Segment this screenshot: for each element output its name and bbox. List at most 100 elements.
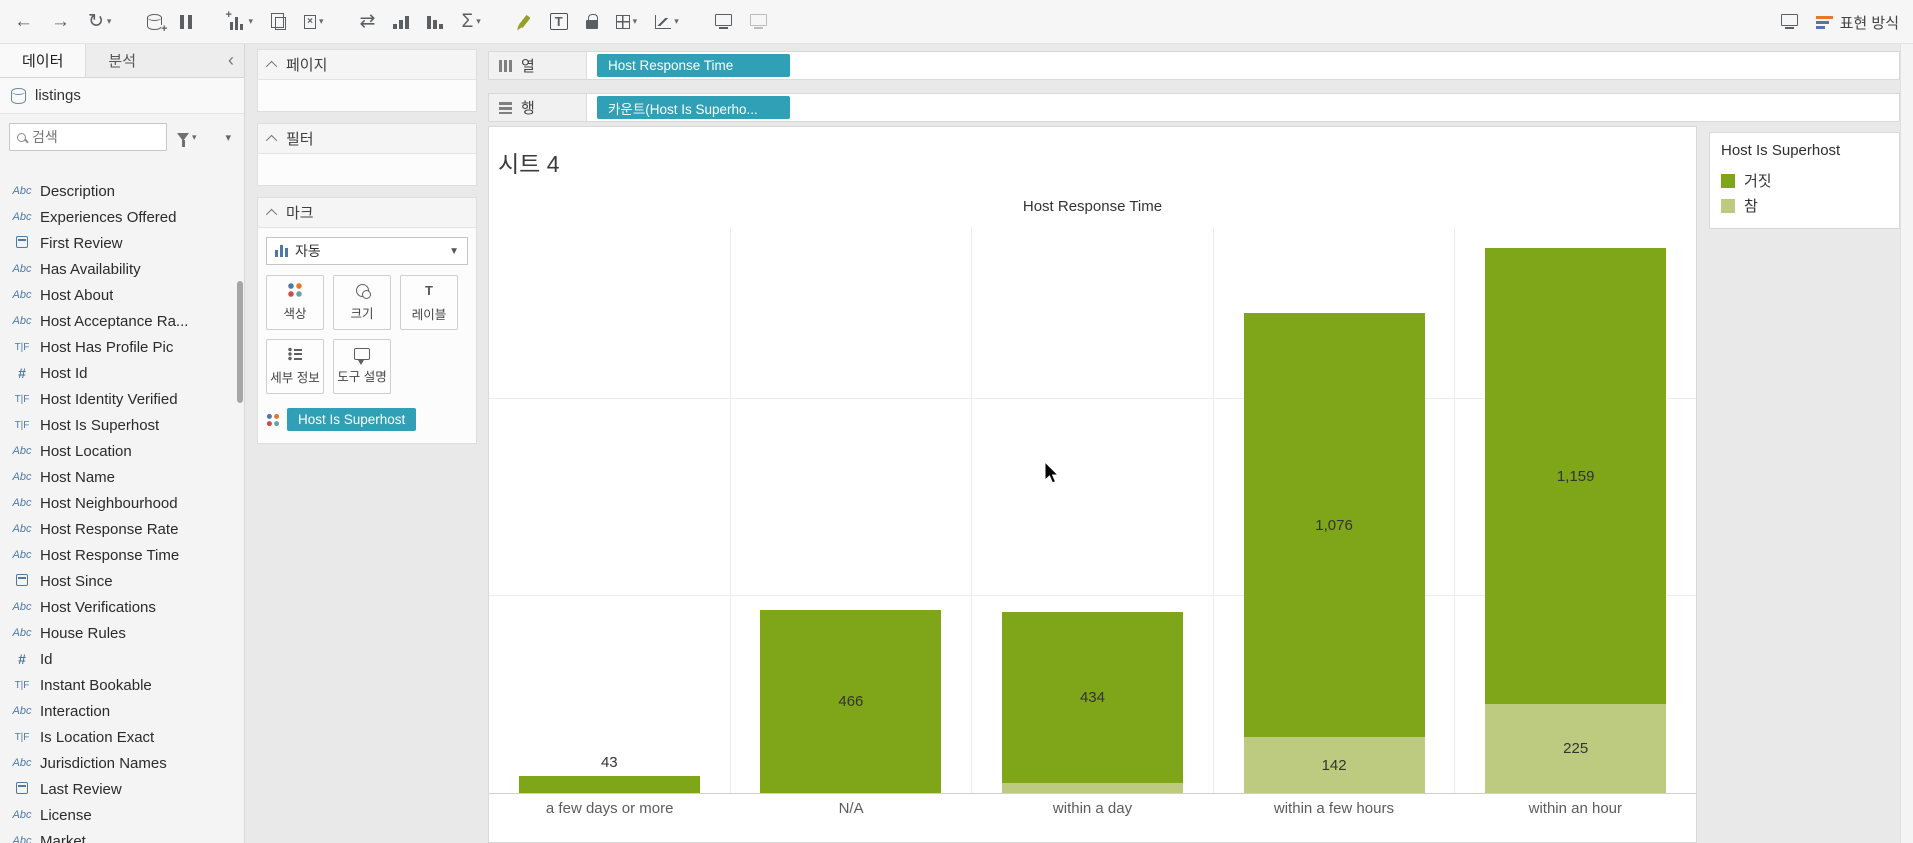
field-item[interactable]: Abc Market [0, 828, 243, 843]
tooltip-button-label: 도구 설명 [337, 370, 387, 384]
field-item[interactable]: # Host Id [0, 360, 243, 386]
pause-auto-updates-icon[interactable] [180, 6, 193, 38]
field-item[interactable]: Abc Host Response Rate [0, 516, 243, 542]
bar-segment-false[interactable]: 1,076 [1243, 313, 1425, 737]
device-preview-icon[interactable] [749, 6, 767, 38]
bar-segment-true[interactable]: 142 [1243, 737, 1425, 793]
field-item[interactable]: Abc Jurisdiction Names [0, 750, 243, 776]
bar-segment-false[interactable]: 466 [760, 610, 942, 793]
field-item[interactable]: T|F Host Has Profile Pic [0, 334, 243, 360]
bar-segment-true[interactable] [1001, 783, 1183, 793]
bar-value-label: 1,076 [1315, 516, 1353, 534]
tab-data[interactable]: 데이터 [0, 44, 87, 77]
legend-item[interactable]: 거짓 [1721, 168, 1888, 193]
bar-segment-false[interactable] [518, 776, 700, 793]
field-item[interactable]: Abc Has Availability [0, 256, 243, 282]
field-type-icon: Abc [12, 523, 32, 535]
show-mark-labels-icon[interactable]: T [549, 6, 568, 38]
columns-shelf[interactable]: 열 Host Response Time [488, 51, 1900, 80]
field-label: Host Acceptance Ra... [40, 312, 189, 330]
fix-axes-icon[interactable] [585, 6, 598, 38]
field-type-icon: Abc [12, 185, 32, 197]
field-item[interactable]: Abc Host Response Time [0, 542, 243, 568]
legend-item[interactable]: 참 [1721, 193, 1888, 218]
tab-analytics[interactable]: 분석 [108, 53, 137, 70]
sort-ascending-icon[interactable] [393, 6, 410, 38]
marks-header[interactable]: 마크 [258, 198, 476, 227]
field-item[interactable]: T|F Is Location Exact [0, 724, 243, 750]
swap-rows-and-columns-icon[interactable]: ⇄ [360, 6, 376, 38]
window-layout-icon[interactable] [1780, 6, 1798, 38]
replay-icon[interactable]: ↻ ▾ [88, 6, 111, 38]
chevron-up-icon [265, 60, 278, 72]
filter-fields-button[interactable]: ▾ [177, 132, 197, 147]
field-item[interactable]: # Id [0, 646, 243, 672]
field-item[interactable]: Abc Host Verifications [0, 594, 243, 620]
totals-icon[interactable]: Σ ▾ [461, 6, 480, 38]
undo-icon[interactable]: ← [14, 6, 33, 38]
field-item[interactable]: T|F Host Is Superhost [0, 412, 243, 438]
field-type-icon: Abc [12, 835, 32, 843]
field-item[interactable]: Abc Host About [0, 282, 243, 308]
field-item[interactable]: T|F Instant Bookable [0, 672, 243, 698]
bar-segment-true[interactable]: 225 [1485, 704, 1667, 793]
field-item[interactable]: Last Review [0, 776, 243, 802]
field-item[interactable]: Abc Host Acceptance Ra... [0, 308, 243, 334]
field-item[interactable]: Abc House Rules [0, 620, 243, 646]
row-pill[interactable]: 카운트(Host Is Superho... [597, 96, 790, 119]
field-item[interactable]: Host Since [0, 568, 243, 594]
marks-detail-button[interactable]: 세부 정보 [266, 339, 324, 394]
marks-size-button[interactable]: 크기 [333, 275, 391, 330]
rows-shelf[interactable]: 행 카운트(Host Is Superho... [488, 93, 1900, 122]
bar-segment-false[interactable]: 434 [1001, 612, 1183, 783]
view-options-caret-icon[interactable]: ▾ [225, 131, 231, 144]
marks-color-button[interactable]: 색상 [266, 275, 324, 330]
field-label: Host Neighbourhood [40, 494, 178, 512]
marks-tooltip-button[interactable]: 도구 설명 [333, 339, 391, 394]
chart-column: 1,076 142 [1212, 227, 1455, 793]
device-preview-glyph [749, 13, 767, 29]
size-button-label: 크기 [350, 306, 374, 321]
marks-pill[interactable]: Host Is Superhost [287, 408, 417, 431]
duplicate-sheet-icon[interactable] [270, 6, 286, 38]
toolbar-group: ▾▾ [225, 6, 324, 38]
field-label: Host Response Rate [40, 520, 179, 538]
search-input[interactable] [32, 129, 159, 145]
pages-shelf[interactable] [258, 79, 476, 111]
field-type-icon [4, 573, 40, 590]
field-item[interactable]: Abc Host Location [0, 438, 243, 464]
bar-segment-false[interactable]: 1,159 [1485, 248, 1667, 704]
chart-type-icon[interactable]: ▾ [655, 6, 679, 38]
collapse-pane-icon[interactable]: ‹ [228, 50, 234, 70]
field-item[interactable]: Abc Host Neighbourhood [0, 490, 243, 516]
show-me-button[interactable]: 표현 방식 [1815, 12, 1899, 33]
marks-label-button[interactable]: 레이블 [400, 275, 458, 330]
marks-title: 마크 [286, 205, 314, 222]
vertical-scrollbar[interactable] [1900, 44, 1913, 843]
new-worksheet-icon[interactable]: ▾ [225, 6, 253, 38]
field-item[interactable]: Abc Host Name [0, 464, 243, 490]
pages-header[interactable]: 페이지 [258, 50, 476, 79]
field-item[interactable]: Abc License [0, 802, 243, 828]
new-data-source-icon[interactable] [147, 6, 168, 38]
detail-icon [287, 347, 303, 361]
datasource-row[interactable]: listings [0, 78, 244, 114]
sort-descending-icon[interactable] [427, 6, 444, 38]
field-item[interactable]: First Review [0, 230, 243, 256]
column-pill[interactable]: Host Response Time [597, 54, 790, 77]
mark-type-dropdown[interactable]: 자동 ▼ [266, 237, 468, 265]
redo-icon[interactable]: → [51, 6, 70, 38]
presentation-mode-icon[interactable] [714, 6, 732, 38]
borders-icon[interactable]: ▾ [615, 6, 637, 38]
field-item[interactable]: Abc Interaction [0, 698, 243, 724]
field-list-scrollbar[interactable] [237, 281, 243, 403]
field-label: Host Identity Verified [40, 390, 178, 408]
filters-shelf[interactable] [258, 153, 476, 185]
filters-header[interactable]: 필터 [258, 124, 476, 153]
highlight-icon[interactable] [517, 6, 532, 38]
field-item[interactable]: Abc Experiences Offered [0, 204, 243, 230]
clear-sheet-icon[interactable]: ▾ [303, 6, 324, 38]
field-type-icon: Abc [12, 705, 32, 717]
field-item[interactable]: Abc Description [0, 178, 243, 204]
field-item[interactable]: T|F Host Identity Verified [0, 386, 243, 412]
